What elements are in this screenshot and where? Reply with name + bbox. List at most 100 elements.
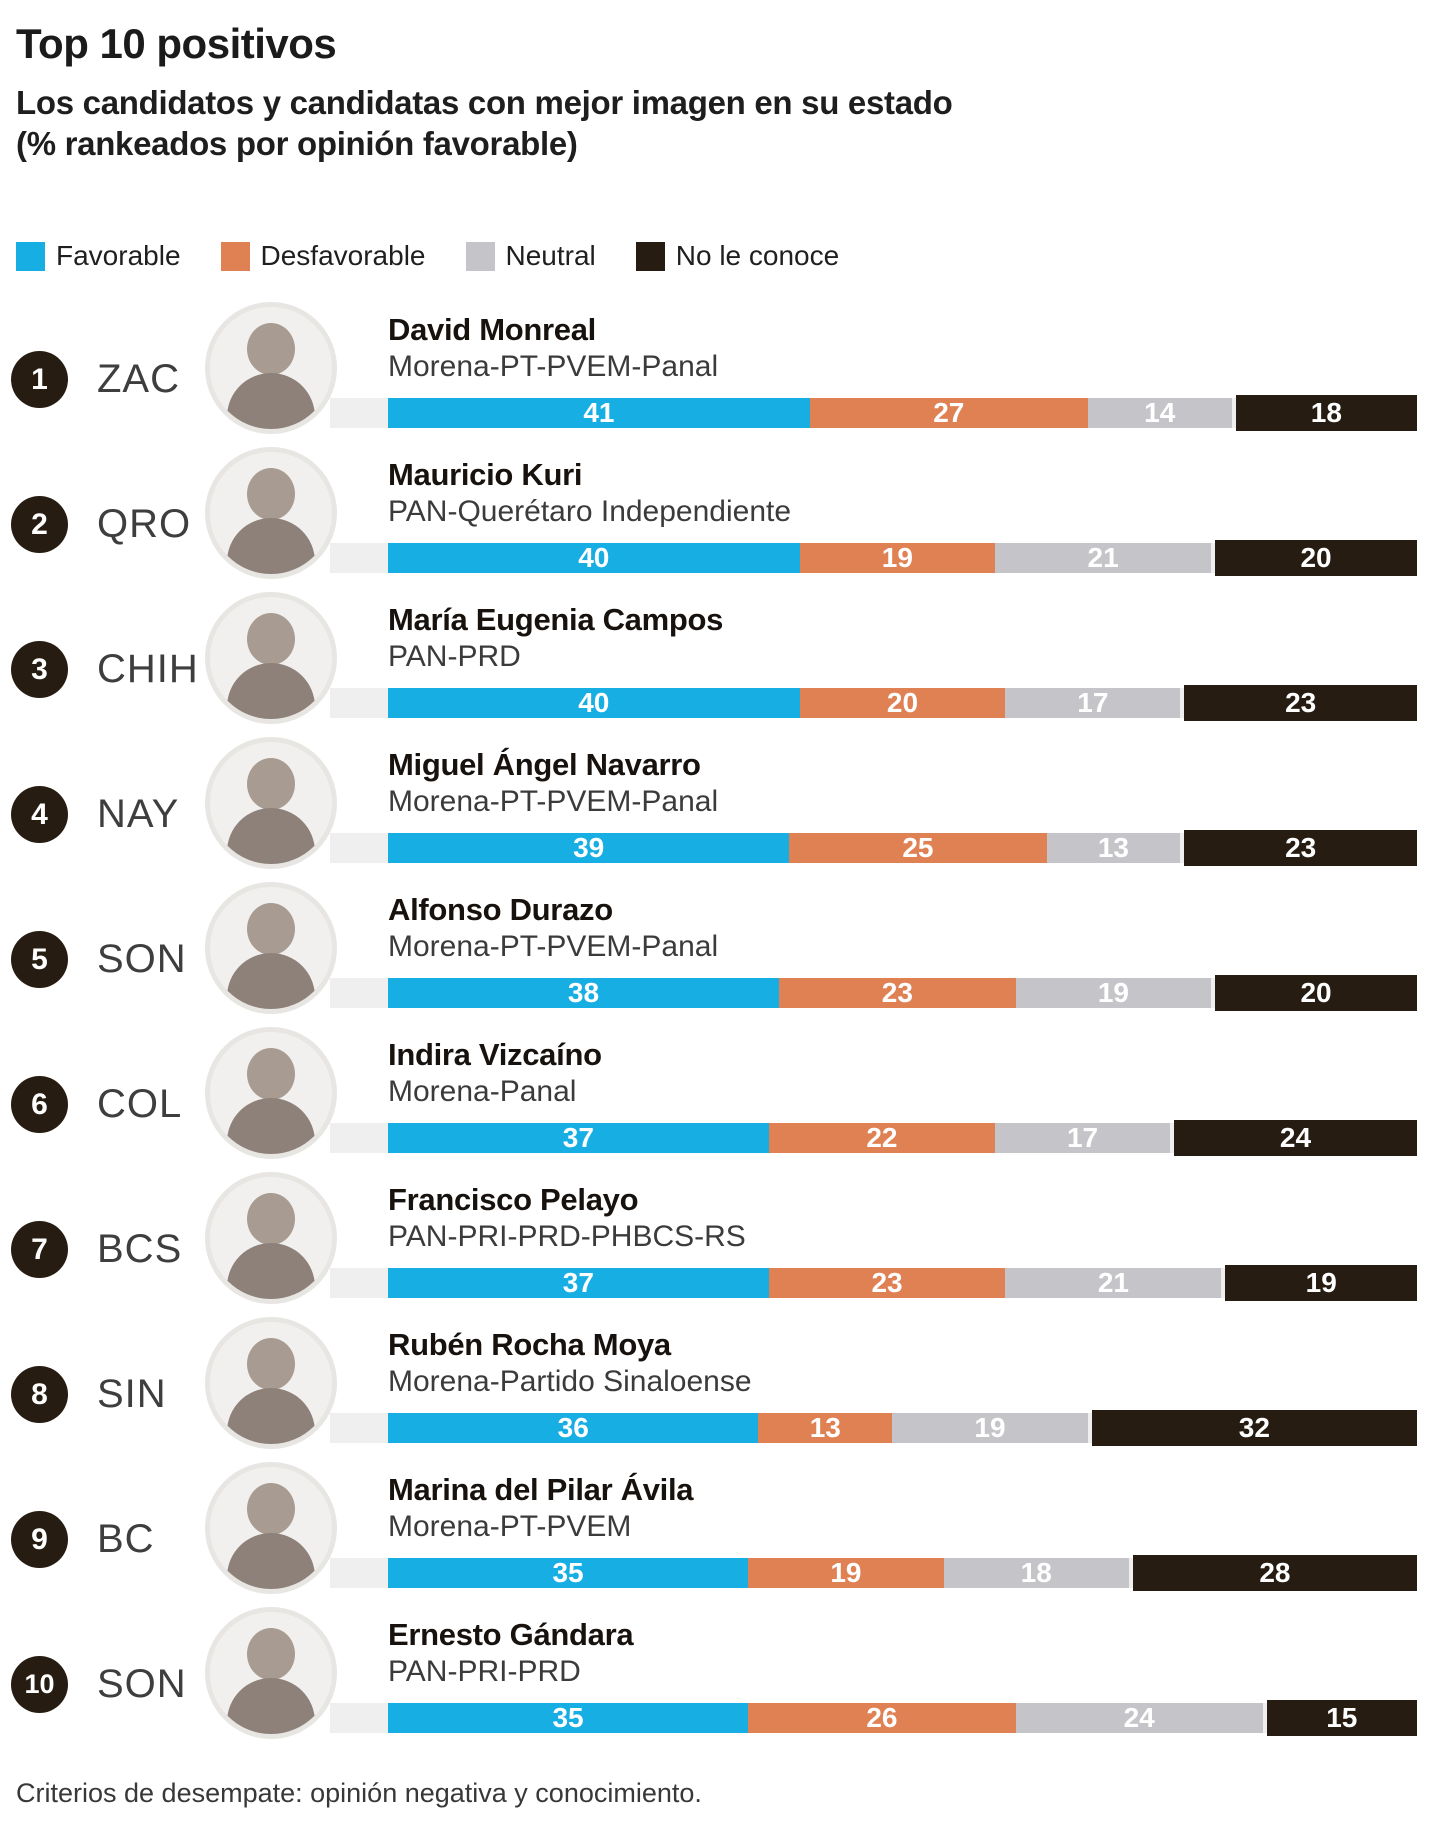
segment-value: 28 [1259,1557,1291,1588]
person-silhouette-body [227,808,315,864]
segment-value: 14 [1144,397,1176,428]
bar-segments: 40 20 17 23 [388,685,1417,721]
candidate-photo [205,882,337,1014]
legend-item: No le conoce [635,240,840,272]
segment-value: 27 [933,397,965,428]
candidate-row: 4 NAY Miguel Ángel Navarro Morena-PT-PVE… [0,733,1440,878]
legend-label: Desfavorable [260,240,426,271]
person-silhouette-icon [247,903,295,955]
bar-track: 35 19 18 28 [330,1555,1417,1591]
bar-track: 40 20 17 23 [330,685,1417,721]
bar-segment-favorable: 37 [388,1123,769,1153]
segment-value: 41 [583,397,615,428]
subtitle: Los candidatos y candidatas con mejor im… [16,82,1424,164]
candidate-photo [205,1462,337,1594]
segment-value: 38 [567,977,600,1008]
bar-segment-favorable: 35 [388,1703,749,1733]
legend-item: Neutral [465,240,596,272]
header: Top 10 positivos Los candidatos y candid… [0,0,1440,164]
candidate-name: Ernesto Gándara [388,1617,634,1652]
bar-segments: 39 25 13 23 [388,830,1417,866]
segment-value: 37 [562,1267,594,1298]
candidate-name: Marina del Pilar Ávila [388,1472,694,1507]
segment-value: 18 [1310,397,1342,428]
bar-segment-no-le-conoce: 18 [1235,395,1417,431]
bar-segment-desfavorable: 26 [748,1703,1016,1733]
rank-number: 6 [31,1087,48,1121]
bar-segment-desfavorable: 23 [768,1268,1006,1298]
candidate-photo [205,447,337,579]
bar-segment-favorable: 41 [388,398,810,428]
legend-label: No le conoce [675,240,840,271]
candidate-party: Morena-Panal [388,1075,577,1108]
bar-segment-no-le-conoce: 24 [1174,1120,1417,1156]
rank-badge: 1 [11,351,68,408]
legend-label: Favorable [56,240,181,271]
segment-value: 24 [1279,1122,1312,1153]
segment-value: 39 [573,832,605,863]
legend-swatch-icon [220,241,250,271]
candidate-photo [205,1317,337,1449]
bar-segment-desfavorable: 25 [789,833,1047,863]
segment-value: 40 [578,687,610,718]
candidate-photo [205,302,337,434]
segment-value: 35 [552,1557,584,1588]
bar-segment-neutral: 24 [1015,1702,1263,1733]
candidate-row: 6 COL Indira Vizcaíno Morena-Panal 37 22 1… [0,1023,1440,1168]
bar-track: 37 22 17 24 [330,1120,1417,1156]
bar-segment-desfavorable: 23 [779,978,1016,1008]
candidate-party: Morena-PT-PVEM-Panal [388,930,719,963]
segment-value: 20 [1300,542,1332,573]
bar-segment-no-le-conoce: 19 [1225,1265,1417,1301]
segment-value: 22 [866,1122,898,1153]
bar-segment-no-le-conoce: 28 [1132,1555,1417,1591]
rank-number: 9 [31,1522,48,1556]
bar-segment-neutral: 17 [995,1123,1171,1153]
state-label: NAY [97,792,180,836]
state-label: COL [97,1082,183,1126]
bar-segments: 41 27 14 18 [388,395,1417,431]
candidate-party: PAN-PRD [388,640,521,673]
bar-segment-neutral: 19 [1015,978,1212,1008]
bar-segment-favorable: 35 [388,1557,749,1588]
rank-number: 3 [31,652,48,686]
candidate-photo [205,1172,337,1304]
bar-segment-favorable: 39 [388,832,790,863]
bar-segment-neutral: 21 [995,543,1212,573]
legend-swatch-icon [16,241,45,271]
rank-badge: 8 [11,1366,68,1423]
segment-value: 19 [830,1557,862,1588]
legend-item: Desfavorable [220,240,426,272]
candidate-photo [205,1027,337,1159]
person-silhouette-icon [247,1193,295,1245]
bar-segment-favorable: 37 [388,1268,769,1298]
candidate-photo [205,592,337,724]
candidate-name: Rubén Rocha Moya [388,1327,671,1362]
segment-value: 13 [1097,832,1129,863]
candidate-party: PAN-Querétaro Independiente [388,495,792,528]
rank-number: 1 [31,362,48,396]
bar-segment-favorable: 40 [388,688,800,718]
segment-value: 17 [1077,687,1109,718]
candidate-name: David Monreal [388,312,596,347]
bar-segment-neutral: 18 [943,1558,1129,1588]
candidate-name: Miguel Ángel Navarro [388,747,701,782]
subtitle-line1: Los candidatos y candidatas con mejor im… [16,84,953,121]
state-label: QRO [97,502,192,546]
segment-value: 19 [974,1412,1006,1443]
segment-value: 24 [1123,1702,1155,1733]
rank-number: 4 [31,797,48,831]
segment-value: 23 [881,977,913,1008]
candidate-name: Indira Vizcaíno [388,1037,602,1072]
person-silhouette-icon [247,613,295,665]
bar-segment-desfavorable: 13 [758,1413,893,1443]
segment-value: 26 [866,1702,898,1733]
segment-value: 15 [1326,1702,1358,1733]
rank-badge: 5 [11,931,68,988]
segment-value: 21 [1097,1267,1129,1298]
bar-track: 37 23 21 19 [330,1265,1417,1301]
bar-segment-favorable: 38 [388,977,780,1008]
bar-track: 36 13 19 32 [330,1410,1417,1446]
candidate-row: 1 ZAC David Monreal Morena-PT-PVEM-Panal… [0,298,1440,443]
